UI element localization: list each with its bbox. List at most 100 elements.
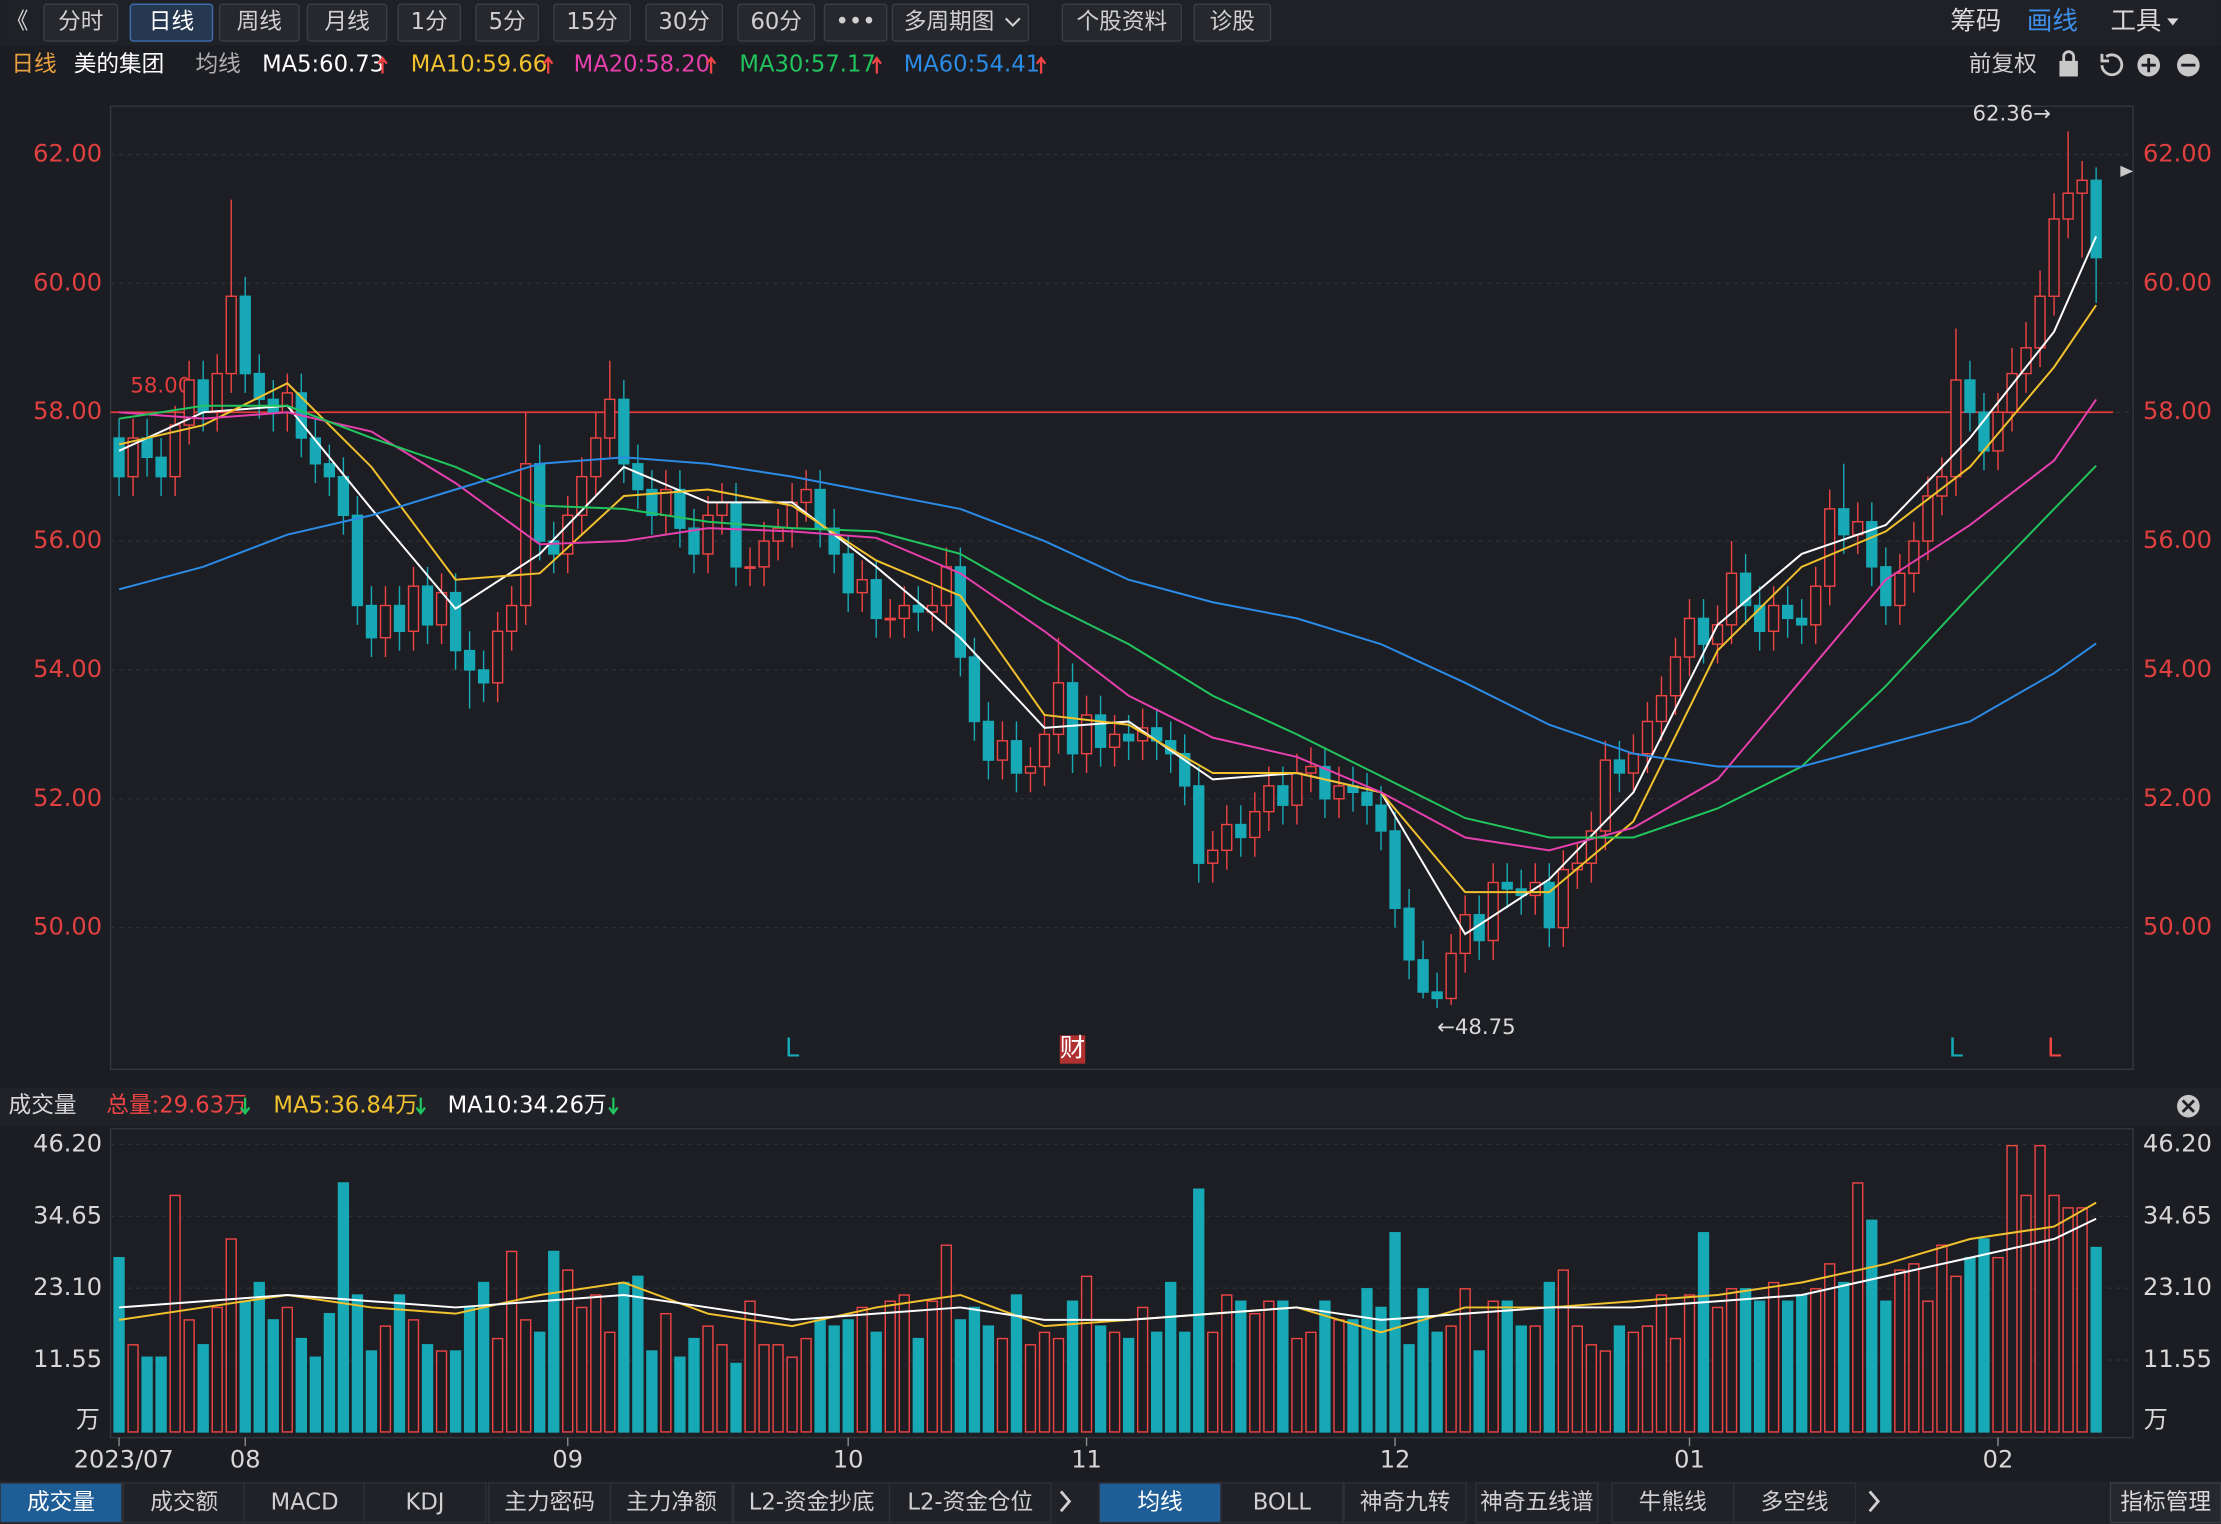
- event-marker[interactable]: L: [2047, 1034, 2062, 1064]
- tab-label[interactable]: 5分: [489, 9, 526, 35]
- tab-label[interactable]: 日线: [149, 9, 194, 35]
- tab-label[interactable]: •••: [836, 9, 876, 35]
- tab-button[interactable]: [737, 3, 816, 42]
- tab-button[interactable]: [1193, 3, 1272, 42]
- toolbar-right-button[interactable]: 画线: [2027, 7, 2078, 37]
- indicator-tab-label[interactable]: L2-资金抄底: [749, 1489, 875, 1515]
- candle-body: [113, 437, 125, 478]
- y-tick-label-right: 60.00: [2143, 268, 2212, 296]
- back-button[interactable]: 《: [6, 9, 29, 35]
- tab-button[interactable]: [306, 3, 388, 42]
- candle-body: [1445, 952, 1457, 1000]
- indicator-tab[interactable]: [888, 1482, 1052, 1524]
- volume-bar: [1122, 1337, 1135, 1433]
- volume-bar: [1781, 1300, 1794, 1433]
- tab-label[interactable]: 15分: [566, 9, 618, 35]
- volume-bar: [1894, 1269, 1906, 1433]
- tab-label[interactable]: 个股资料: [1077, 9, 1168, 35]
- candle-body: [1305, 765, 1317, 774]
- indicator-tab[interactable]: [488, 1482, 612, 1524]
- tab-label[interactable]: 月线: [324, 9, 369, 35]
- indicator-tab-label[interactable]: 成交量: [27, 1489, 95, 1515]
- tab-button[interactable]: [475, 3, 539, 42]
- indicator-tab-label[interactable]: KDJ: [405, 1489, 444, 1515]
- candle-body: [1024, 765, 1037, 774]
- volume-bar: [1010, 1294, 1023, 1433]
- tab-button[interactable]: [43, 3, 119, 42]
- toolbar-right-button[interactable]: 筹码: [1950, 7, 2001, 37]
- toolbar-right-button[interactable]: 工具: [2110, 7, 2161, 37]
- ma-legend: MA60:54.41: [904, 52, 1040, 78]
- candle-body: [604, 398, 616, 439]
- indicator-tab[interactable]: [609, 1482, 734, 1524]
- scroll-arrow[interactable]: [1059, 1490, 1072, 1513]
- indicator-tab-label[interactable]: 主力净额: [626, 1489, 717, 1515]
- overlay-tab[interactable]: [1611, 1482, 1735, 1524]
- event-marker[interactable]: 财: [1060, 1034, 1085, 1064]
- overlay-tab-label[interactable]: 神奇五线谱: [1480, 1489, 1593, 1515]
- volume-legend: MA10:34.26万: [448, 1093, 607, 1119]
- tab-label[interactable]: 分时: [58, 9, 103, 35]
- tab-label[interactable]: 1分: [411, 9, 448, 35]
- tab-label[interactable]: 30分: [658, 9, 710, 35]
- overlay-tab-label[interactable]: 神奇九转: [1360, 1489, 1451, 1515]
- unit-label-right: 万: [2144, 1406, 2168, 1434]
- overlay-tab-label[interactable]: 牛熊线: [1639, 1489, 1707, 1515]
- down-arrow-icon: [415, 1097, 426, 1116]
- candle-body: [814, 488, 826, 529]
- header-icons[interactable]: [2059, 50, 2200, 77]
- tab-label[interactable]: 周线: [237, 9, 282, 35]
- indicator-tab[interactable]: [363, 1482, 487, 1524]
- manage-label[interactable]: 指标管理: [2120, 1489, 2211, 1515]
- volume-close-icon[interactable]: [2177, 1094, 2200, 1118]
- event-marker[interactable]: L: [785, 1034, 800, 1064]
- candle-body: [1263, 785, 1275, 813]
- tab-label[interactable]: 诊股: [1210, 9, 1255, 35]
- candle-body: [2020, 347, 2032, 375]
- event-marker[interactable]: L: [1949, 1034, 1964, 1064]
- candle-body: [449, 591, 462, 652]
- tab-button[interactable]: [218, 3, 300, 42]
- y-tick-label: 50.00: [33, 913, 102, 941]
- scroll-arrow[interactable]: [1868, 1490, 1881, 1513]
- candle-body: [576, 475, 588, 517]
- candle-body: [590, 437, 602, 478]
- overlay-tab-label[interactable]: BOLL: [1253, 1489, 1312, 1515]
- indicator-tab-label[interactable]: L2-资金仓位: [907, 1489, 1033, 1515]
- overlay-tab[interactable]: [1098, 1482, 1222, 1524]
- indicator-tab[interactable]: [0, 1482, 123, 1524]
- tab-label[interactable]: 多周期图: [904, 9, 995, 35]
- tab-label[interactable]: 60分: [750, 9, 802, 35]
- up-arrow-icon: [1035, 56, 1047, 74]
- y-tick-label-right: 52.00: [2143, 784, 2212, 812]
- volume-bar: [1193, 1188, 1205, 1433]
- indicator-tab-label[interactable]: 主力密码: [504, 1489, 595, 1515]
- tab-button[interactable]: [553, 3, 632, 42]
- tab-button[interactable]: [891, 3, 1030, 42]
- volume-bar: [1165, 1281, 1177, 1433]
- indicator-tab[interactable]: [242, 1482, 367, 1524]
- overlay-tab-label[interactable]: 均线: [1137, 1489, 1182, 1515]
- candle-body: [1739, 572, 1752, 607]
- overlay-tab[interactable]: [1220, 1482, 1344, 1524]
- tab-button[interactable]: [129, 3, 214, 42]
- volume-bar: [1866, 1219, 1878, 1433]
- indicator-tab[interactable]: [122, 1482, 246, 1524]
- indicator-tab-label[interactable]: 成交额: [150, 1489, 218, 1515]
- volume-bar: [1950, 1275, 1962, 1433]
- overlay-tab[interactable]: [1732, 1482, 1857, 1524]
- adjust-button[interactable]: 前复权: [1969, 52, 2037, 78]
- candle-body: [2062, 192, 2074, 220]
- tab-button[interactable]: [645, 3, 724, 42]
- volume-bar: [702, 1325, 714, 1433]
- overlay-tab[interactable]: [1343, 1482, 1467, 1524]
- tab-button[interactable]: [397, 3, 462, 42]
- overlay-tab[interactable]: [1475, 1482, 1599, 1524]
- indicator-tab-label[interactable]: MACD: [271, 1489, 339, 1515]
- tab-button[interactable]: [823, 3, 888, 42]
- y-tick-label-right: 34.65: [2143, 1201, 2212, 1229]
- tab-button[interactable]: [1061, 3, 1183, 42]
- overlay-tab-label[interactable]: 多空线: [1761, 1489, 1829, 1515]
- candle-body: [1613, 759, 1626, 774]
